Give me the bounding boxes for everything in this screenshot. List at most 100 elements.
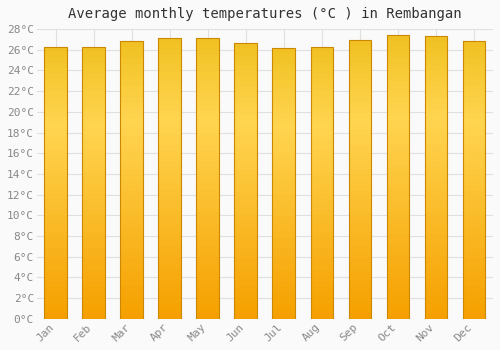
- Bar: [386, 98, 409, 103]
- Bar: [120, 97, 143, 103]
- Bar: [82, 69, 105, 74]
- Bar: [158, 72, 181, 78]
- Bar: [462, 158, 485, 163]
- Bar: [234, 236, 258, 241]
- Bar: [424, 313, 448, 319]
- Bar: [386, 205, 409, 211]
- Bar: [386, 41, 409, 47]
- Bar: [82, 281, 105, 286]
- Bar: [234, 247, 258, 253]
- Bar: [196, 246, 220, 252]
- Bar: [462, 286, 485, 291]
- Bar: [272, 314, 295, 319]
- Bar: [234, 153, 258, 159]
- Bar: [196, 207, 220, 212]
- Bar: [82, 161, 105, 167]
- Bar: [234, 87, 258, 92]
- Bar: [272, 194, 295, 200]
- Bar: [158, 268, 181, 274]
- Bar: [348, 291, 372, 296]
- Bar: [424, 285, 448, 290]
- Bar: [196, 111, 220, 117]
- Bar: [386, 200, 409, 205]
- Bar: [386, 80, 409, 86]
- Bar: [272, 281, 295, 286]
- Bar: [310, 237, 334, 243]
- Bar: [272, 48, 295, 53]
- Bar: [234, 42, 258, 48]
- Bar: [82, 177, 105, 183]
- Bar: [120, 141, 143, 147]
- Bar: [348, 219, 372, 224]
- Bar: [348, 146, 372, 152]
- Bar: [120, 47, 143, 52]
- Bar: [462, 214, 485, 219]
- Bar: [462, 58, 485, 64]
- Bar: [424, 82, 448, 87]
- Bar: [310, 308, 334, 314]
- Bar: [196, 263, 220, 268]
- Bar: [386, 245, 409, 251]
- Bar: [272, 69, 295, 75]
- Bar: [386, 223, 409, 228]
- Bar: [386, 217, 409, 223]
- Bar: [82, 265, 105, 270]
- Bar: [272, 205, 295, 210]
- Bar: [120, 52, 143, 58]
- Bar: [82, 210, 105, 216]
- Bar: [348, 85, 372, 91]
- Bar: [44, 204, 67, 210]
- Bar: [310, 314, 334, 319]
- Bar: [158, 134, 181, 139]
- Bar: [82, 123, 105, 128]
- Bar: [234, 65, 258, 70]
- Bar: [310, 90, 334, 96]
- Bar: [462, 230, 485, 236]
- Bar: [120, 214, 143, 219]
- Bar: [44, 259, 67, 265]
- Bar: [272, 216, 295, 221]
- Bar: [158, 218, 181, 224]
- Bar: [348, 185, 372, 191]
- Bar: [272, 275, 295, 281]
- Bar: [158, 61, 181, 66]
- Bar: [424, 229, 448, 234]
- Bar: [120, 186, 143, 191]
- Bar: [158, 156, 181, 162]
- Bar: [348, 252, 372, 258]
- Bar: [424, 127, 448, 132]
- Bar: [120, 258, 143, 264]
- Bar: [272, 124, 295, 129]
- Bar: [234, 142, 258, 148]
- Bar: [348, 113, 372, 118]
- Bar: [348, 246, 372, 252]
- Bar: [348, 313, 372, 319]
- Bar: [44, 69, 67, 74]
- Bar: [386, 262, 409, 268]
- Bar: [462, 313, 485, 319]
- Bar: [310, 232, 334, 237]
- Bar: [158, 128, 181, 134]
- Bar: [158, 150, 181, 156]
- Bar: [272, 292, 295, 297]
- Bar: [44, 270, 67, 275]
- Bar: [348, 191, 372, 196]
- Bar: [310, 297, 334, 302]
- Bar: [196, 94, 220, 100]
- Bar: [82, 101, 105, 106]
- Bar: [158, 106, 181, 111]
- Bar: [120, 302, 143, 308]
- Bar: [234, 175, 258, 181]
- Bar: [158, 240, 181, 246]
- Bar: [424, 104, 448, 110]
- Bar: [158, 100, 181, 106]
- Bar: [196, 162, 220, 167]
- Bar: [44, 216, 67, 221]
- Bar: [158, 162, 181, 167]
- Bar: [348, 169, 372, 174]
- Bar: [120, 119, 143, 125]
- Bar: [82, 167, 105, 172]
- Bar: [386, 52, 409, 58]
- Bar: [310, 194, 334, 199]
- Bar: [234, 275, 258, 280]
